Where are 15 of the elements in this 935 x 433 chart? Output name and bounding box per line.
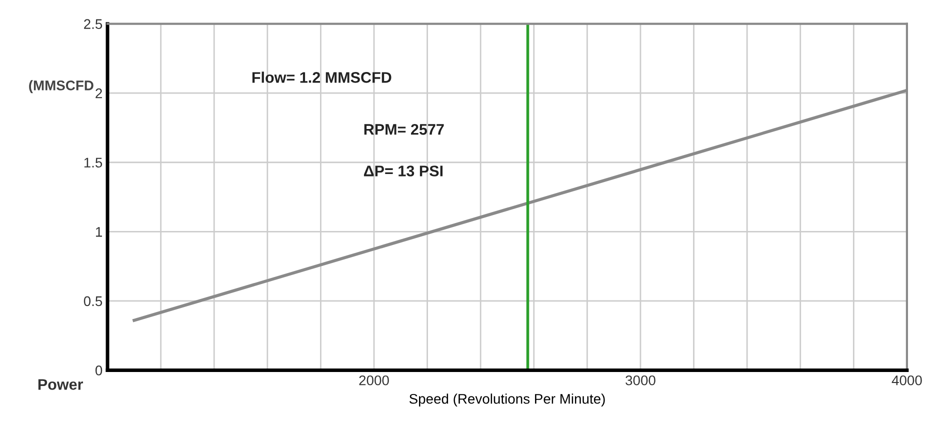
- y-tick-label: 1: [96, 227, 102, 237]
- y-tick-label: 2: [96, 88, 102, 98]
- x-tick-label: 4000: [892, 375, 922, 386]
- annotation: ΔP= 13 PSI: [364, 166, 443, 176]
- x-tick-label: 3000: [626, 375, 656, 386]
- x-tick-label: 2000: [359, 375, 389, 386]
- annotation: Flow= 1.2 MMSCFD: [252, 72, 392, 83]
- x-axis-title: Speed (Revolutions Per Minute): [409, 394, 605, 407]
- annotation: RPM= 2577: [364, 124, 444, 135]
- y-tick-label: 2.5: [84, 19, 102, 29]
- y-tick-label: 0.5: [84, 296, 102, 306]
- y-axis-title: (MMSCFD: [29, 80, 94, 94]
- y-tick-label: 0: [95, 366, 102, 376]
- y-tick-label: 1.5: [84, 158, 102, 168]
- text: Power: [38, 379, 84, 390]
